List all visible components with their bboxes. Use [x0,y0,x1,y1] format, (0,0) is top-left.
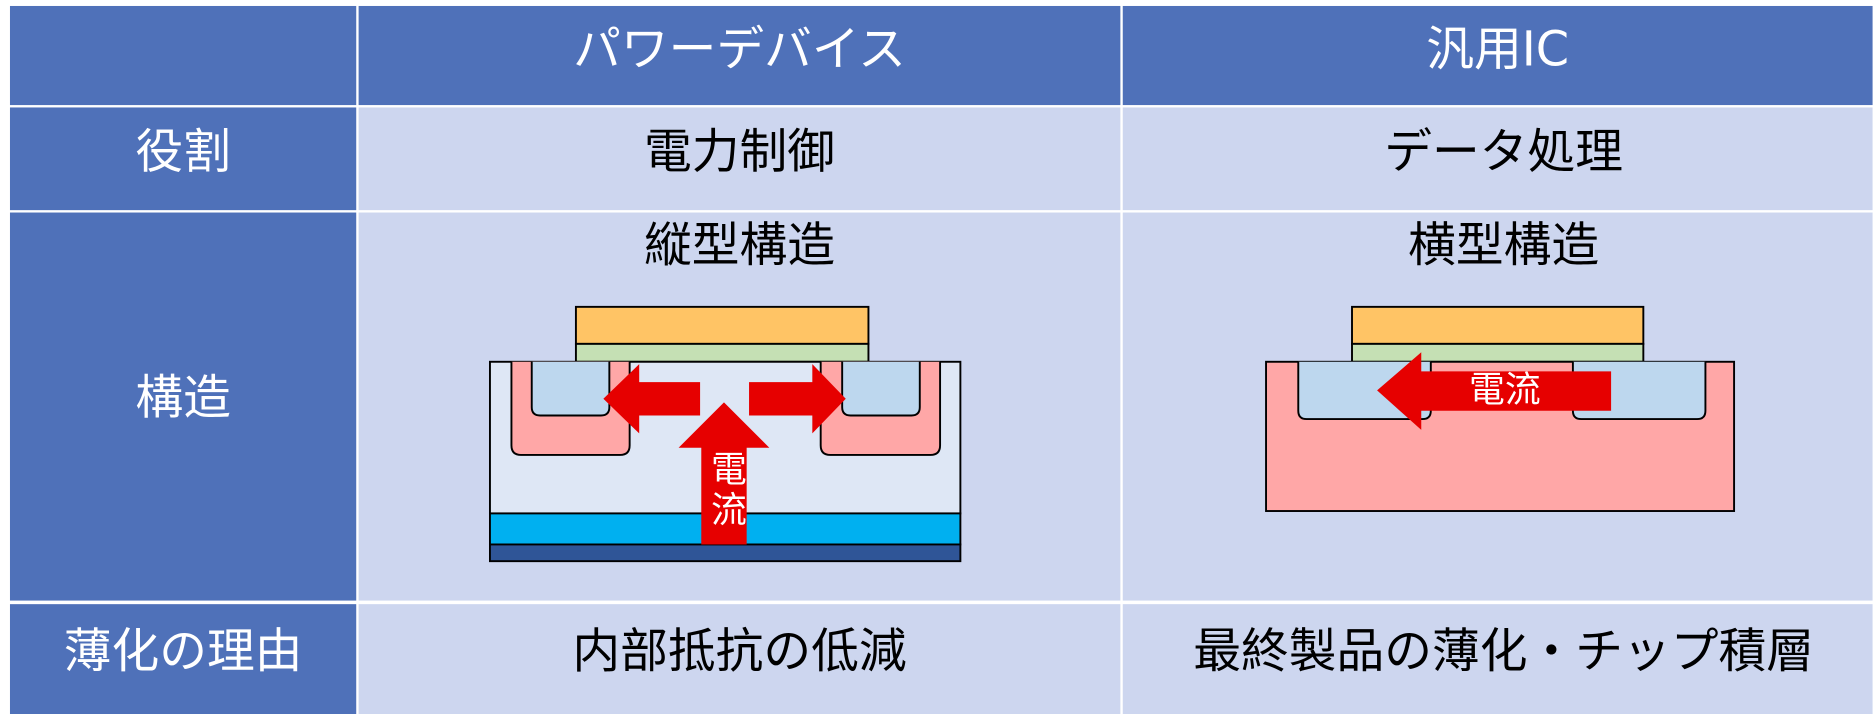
current-label: 電流 [1469,370,1541,411]
cell-text: データ処理 [1384,125,1623,180]
cell [358,604,1121,714]
source [530,361,611,417]
row-header [9,604,357,714]
oxide [574,342,870,363]
current-arrow [749,364,846,434]
column-header: 汎用IC [1426,23,1569,78]
gate [574,305,870,345]
row-label: 薄化の理由 [64,624,303,679]
oxide [1351,342,1645,363]
header-cell [1122,5,1873,106]
source [841,361,921,417]
cell-text: 横型構造 [1408,218,1599,273]
row-label: 役割 [135,125,231,180]
cell [1122,107,1873,211]
current-label: 電流 [705,450,746,531]
current-arrow [1377,352,1612,430]
header-cell [358,5,1121,106]
power-device-diagram: 電流 [488,305,962,563]
cell-text: 電力制御 [644,125,835,180]
cell-text: 縦型構造 [644,218,835,273]
cell [1122,604,1873,714]
current-arrow [678,402,770,545]
header-cell [9,5,357,106]
gate [1351,305,1645,345]
row-header [9,107,357,211]
row-header [9,212,357,601]
row-label: 構造 [135,371,231,426]
cell-text: 最終製品の薄化・チップ積層 [1193,624,1814,679]
column-header: パワーデバイス [573,23,906,78]
current-arrow [603,364,701,434]
drain [488,543,962,563]
cell [358,107,1121,211]
cell-text: 内部抵抗の低減 [572,624,906,679]
ic-diagram: 電流 [1265,305,1736,512]
